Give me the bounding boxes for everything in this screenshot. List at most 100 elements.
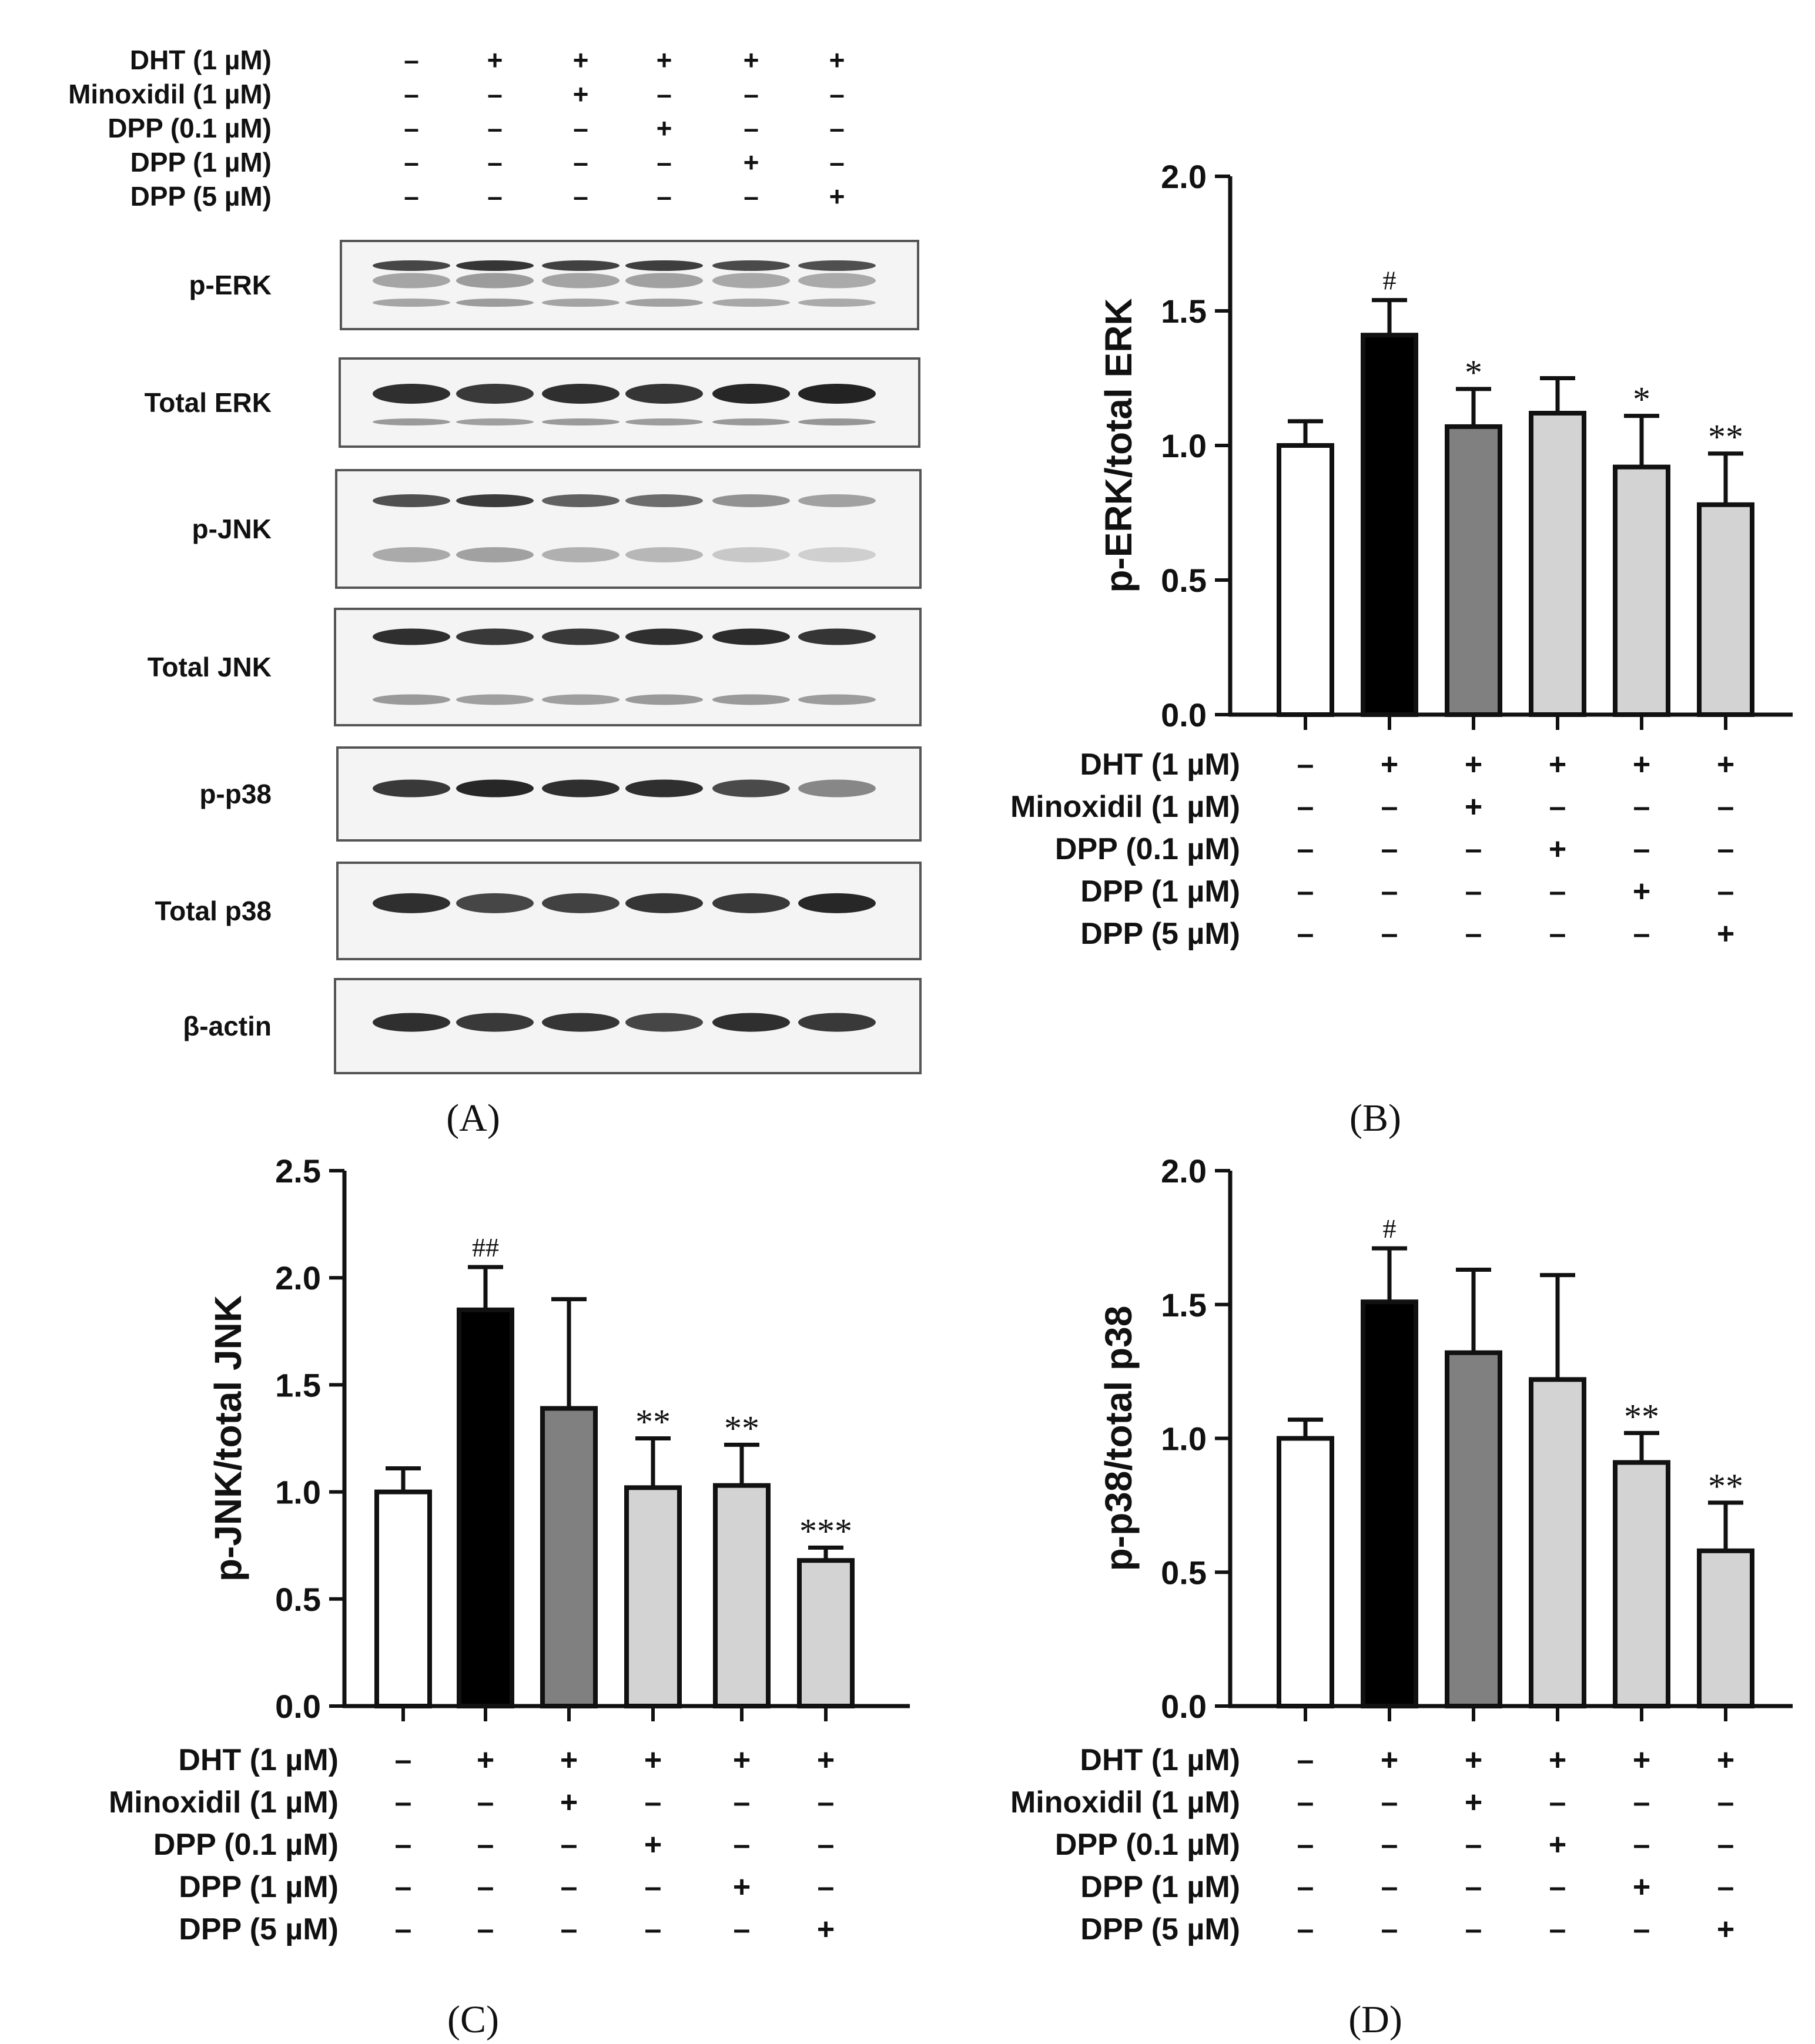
blot-band	[373, 694, 450, 705]
blot-band	[798, 384, 876, 404]
treatment-sign: –	[829, 113, 845, 143]
treatment-sign: –	[1297, 917, 1314, 951]
treatment-sign: –	[744, 181, 759, 212]
blot-band	[456, 384, 534, 404]
treatment-sign: +	[560, 1785, 578, 1820]
blot-band	[542, 893, 619, 913]
significance-label: **	[1708, 1467, 1743, 1506]
treatment-sign: –	[1297, 790, 1314, 824]
condition-label: DHT (1 µM)	[130, 45, 272, 75]
treatment-sign: –	[818, 1828, 835, 1862]
y-tick-label: 1.0	[275, 1474, 321, 1511]
treatment-sign: –	[395, 1785, 412, 1820]
significance-label: **	[635, 1403, 671, 1442]
blot-band	[712, 418, 790, 425]
treatment-sign: –	[734, 1912, 751, 1946]
treatment-sign: +	[573, 79, 589, 109]
blot-band	[373, 384, 450, 404]
y-tick-label: 0.5	[275, 1581, 321, 1618]
treatment-sign: +	[829, 45, 845, 75]
y-tick-label: 2.0	[1161, 158, 1207, 195]
treatment-sign: +	[1717, 748, 1734, 782]
blot-band	[625, 1013, 703, 1032]
treatment-sign: +	[1465, 748, 1482, 782]
blot-row-label: p-p38	[199, 779, 272, 809]
condition-label: Minoxidil (1 µM)	[1010, 1785, 1240, 1820]
blot-band	[625, 299, 703, 307]
significance-label: ##	[472, 1232, 499, 1262]
blot-band	[456, 260, 534, 271]
blot-band	[712, 494, 790, 507]
treatment-sign: –	[1633, 1912, 1650, 1946]
treatment-sign: –	[1297, 1870, 1314, 1904]
blot-row-label: Total ERK	[145, 387, 272, 418]
blot-band	[542, 260, 619, 271]
treatment-sign: –	[561, 1912, 578, 1946]
y-tick-label: 0.0	[1161, 696, 1207, 733]
treatment-sign: +	[657, 45, 672, 75]
treatment-sign: –	[404, 113, 419, 143]
treatment-sign: –	[645, 1785, 662, 1820]
blot-band	[712, 1013, 790, 1032]
blot-band	[456, 779, 534, 798]
blot-band	[798, 494, 876, 507]
blot-band	[712, 893, 790, 913]
bar	[1697, 502, 1754, 717]
treatment-sign: –	[573, 181, 588, 212]
blot-band	[373, 628, 450, 645]
blot-strip	[334, 608, 922, 726]
panel-a-western-blot: DHT (1 µM) – + + + + + Minoxidil (1 µM) – – + – – – DP…	[68, 45, 922, 1074]
treatment-sign: +	[1465, 1785, 1482, 1820]
blot-band	[625, 893, 703, 913]
treatment-sign: –	[829, 79, 845, 109]
treatment-sign: –	[1381, 1828, 1398, 1862]
bar	[1697, 1548, 1754, 1709]
treatment-sign: –	[487, 79, 503, 109]
treatment-sign: +	[1549, 748, 1566, 782]
treatment-sign: –	[1381, 874, 1398, 909]
blot-band	[798, 893, 876, 913]
condition-label: DPP (5 µM)	[179, 1912, 339, 1946]
blot-band	[625, 384, 703, 404]
condition-label: DPP (0.1 µM)	[153, 1828, 339, 1862]
y-tick-label: 0.5	[1161, 1554, 1207, 1591]
blot-band	[373, 418, 450, 425]
blot-band	[625, 273, 703, 289]
treatment-sign: –	[477, 1912, 494, 1946]
significance-label: #	[1383, 1214, 1397, 1244]
blot-band	[542, 299, 619, 307]
y-tick-label: 1.0	[1161, 1420, 1207, 1457]
treatment-sign: –	[1633, 917, 1650, 951]
y-axis-title: p-ERK/total ERK	[1097, 298, 1140, 592]
bar	[1277, 443, 1334, 717]
treatment-sign: –	[734, 1785, 751, 1820]
treatment-sign: –	[1297, 874, 1314, 909]
bar	[1445, 424, 1502, 717]
condition-label: DPP (1 µM)	[1080, 874, 1240, 909]
treatment-sign: –	[1717, 1828, 1734, 1862]
bar	[797, 1558, 855, 1709]
bar	[374, 1489, 432, 1709]
condition-label: Minoxidil (1 µM)	[68, 79, 272, 109]
treatment-sign: –	[477, 1870, 494, 1904]
treatment-sign: –	[1381, 1912, 1398, 1946]
treatment-sign: –	[1381, 917, 1398, 951]
blot-band	[456, 893, 534, 913]
y-tick-label: 2.0	[1161, 1152, 1207, 1189]
blot-band	[625, 418, 703, 425]
treatment-sign: –	[744, 79, 759, 109]
blot-band	[625, 260, 703, 271]
treatment-sign: –	[1717, 790, 1734, 824]
treatment-sign: –	[1297, 748, 1314, 782]
significance-label: *	[1633, 380, 1650, 419]
treatment-sign: +	[1381, 1743, 1398, 1777]
treatment-sign: –	[657, 147, 672, 177]
treatment-sign: +	[1633, 748, 1650, 782]
blot-band	[542, 273, 619, 289]
treatment-sign: +	[829, 181, 845, 212]
y-tick-label: 0.0	[1161, 1688, 1207, 1725]
blot-band	[798, 418, 876, 425]
treatment-sign: –	[573, 113, 588, 143]
treatment-sign: +	[1633, 1743, 1650, 1777]
blot-band	[456, 299, 534, 307]
